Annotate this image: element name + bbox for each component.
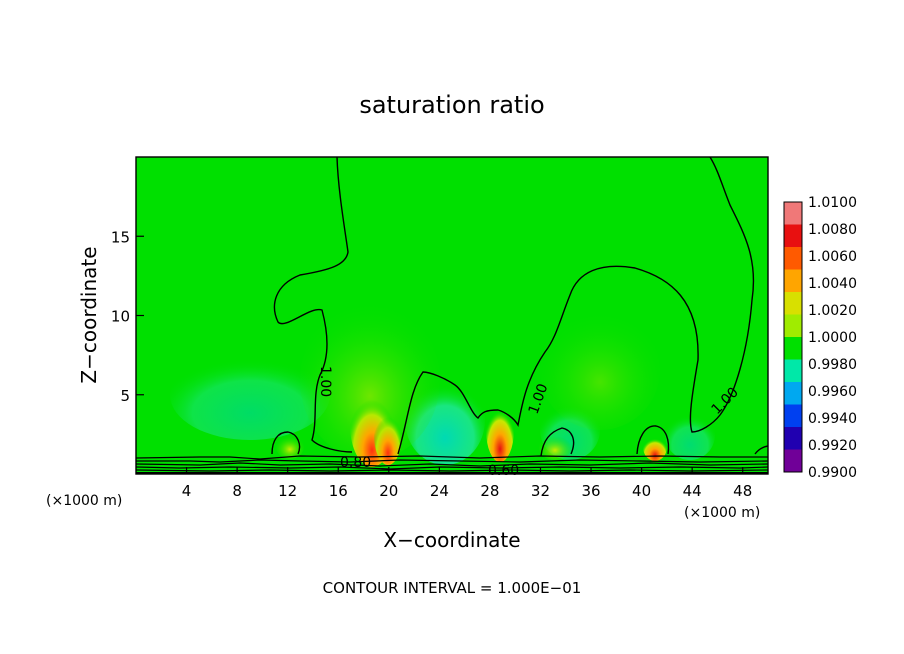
colorbar-segment: [784, 427, 802, 450]
x-tick-label: 28: [480, 482, 499, 500]
y-tick-label: 15: [111, 228, 130, 246]
colorbar-segment: [784, 269, 802, 293]
x-unit-right: (×1000 m): [684, 505, 760, 521]
colorbar-label: 1.0100: [808, 195, 857, 211]
x-tick-label: 16: [329, 482, 348, 500]
x-tick-label: 40: [632, 482, 651, 500]
ground-band: [136, 472, 768, 474]
colorbar-segment: [784, 337, 802, 360]
x-tick-label: 44: [683, 482, 702, 500]
colorbar-label: 0.9960: [808, 384, 857, 400]
x-tick-label: 4: [182, 482, 192, 500]
contour-label-1: 1.00: [317, 366, 333, 397]
colorbar-label: 1.0020: [808, 303, 857, 319]
colorbar-label: 1.0080: [808, 222, 857, 238]
colorbar-label: 0.9920: [808, 438, 857, 454]
y-axis-ticks: 5 10 15: [111, 228, 144, 405]
ground-contours: [136, 455, 768, 472]
y-tick-label: 10: [111, 308, 130, 326]
x-axis-label: X−coordinate: [383, 528, 520, 552]
colorbar-segment: [784, 359, 802, 383]
x-unit-left: (×1000 m): [46, 493, 122, 509]
colorbar-label: 0.9980: [808, 357, 857, 373]
contour-labels: 1.00 1.00 1.00 0.80 0.60: [317, 366, 742, 479]
colorbar-label: 0.9900: [808, 465, 857, 481]
y-tick-label: 5: [120, 387, 130, 405]
x-tick-label: 24: [430, 482, 449, 500]
colorbar-segment: [784, 449, 802, 473]
colorbar: 1.0100 1.0080 1.0060 1.0040 1.0020 1.0000 0.99…: [783, 195, 857, 481]
colorbar-frame: [783, 201, 803, 473]
x-tick-label: 8: [232, 482, 242, 500]
chart-title: saturation ratio: [359, 91, 544, 119]
contour-lines-1-00: [271, 157, 768, 457]
colorbar-label: 1.0000: [808, 330, 857, 346]
colorbar-segment: [784, 224, 802, 248]
colorbar-label: 1.0060: [808, 249, 857, 265]
x-tick-label: 20: [379, 482, 398, 500]
x-axis-ticks: 4 8 12 16 20 24 28 32 36 40 44 48: [182, 467, 752, 500]
colorbar-segment: [784, 247, 802, 270]
field-shading: [170, 300, 715, 467]
contour-label-5: 0.60: [488, 463, 519, 479]
colorbar-segment: [784, 202, 802, 225]
contour-interval-footer: CONTOUR INTERVAL = 1.000E−01: [323, 579, 582, 597]
colorbar-segment: [784, 404, 802, 428]
colorbar-segment: [784, 382, 802, 405]
contour-label-4: 0.80: [340, 455, 371, 471]
plot-area: [136, 157, 768, 474]
colorbar-label: 0.9940: [808, 411, 857, 427]
x-tick-label: 32: [531, 482, 550, 500]
x-tick-label: 48: [733, 482, 752, 500]
y-axis-label: Z−coordinate: [77, 246, 101, 383]
x-tick-label: 12: [278, 482, 297, 500]
colorbar-label: 1.0040: [808, 276, 857, 292]
colorbar-segment: [784, 314, 802, 338]
x-tick-label: 36: [581, 482, 600, 500]
colorbar-segment: [784, 292, 802, 315]
